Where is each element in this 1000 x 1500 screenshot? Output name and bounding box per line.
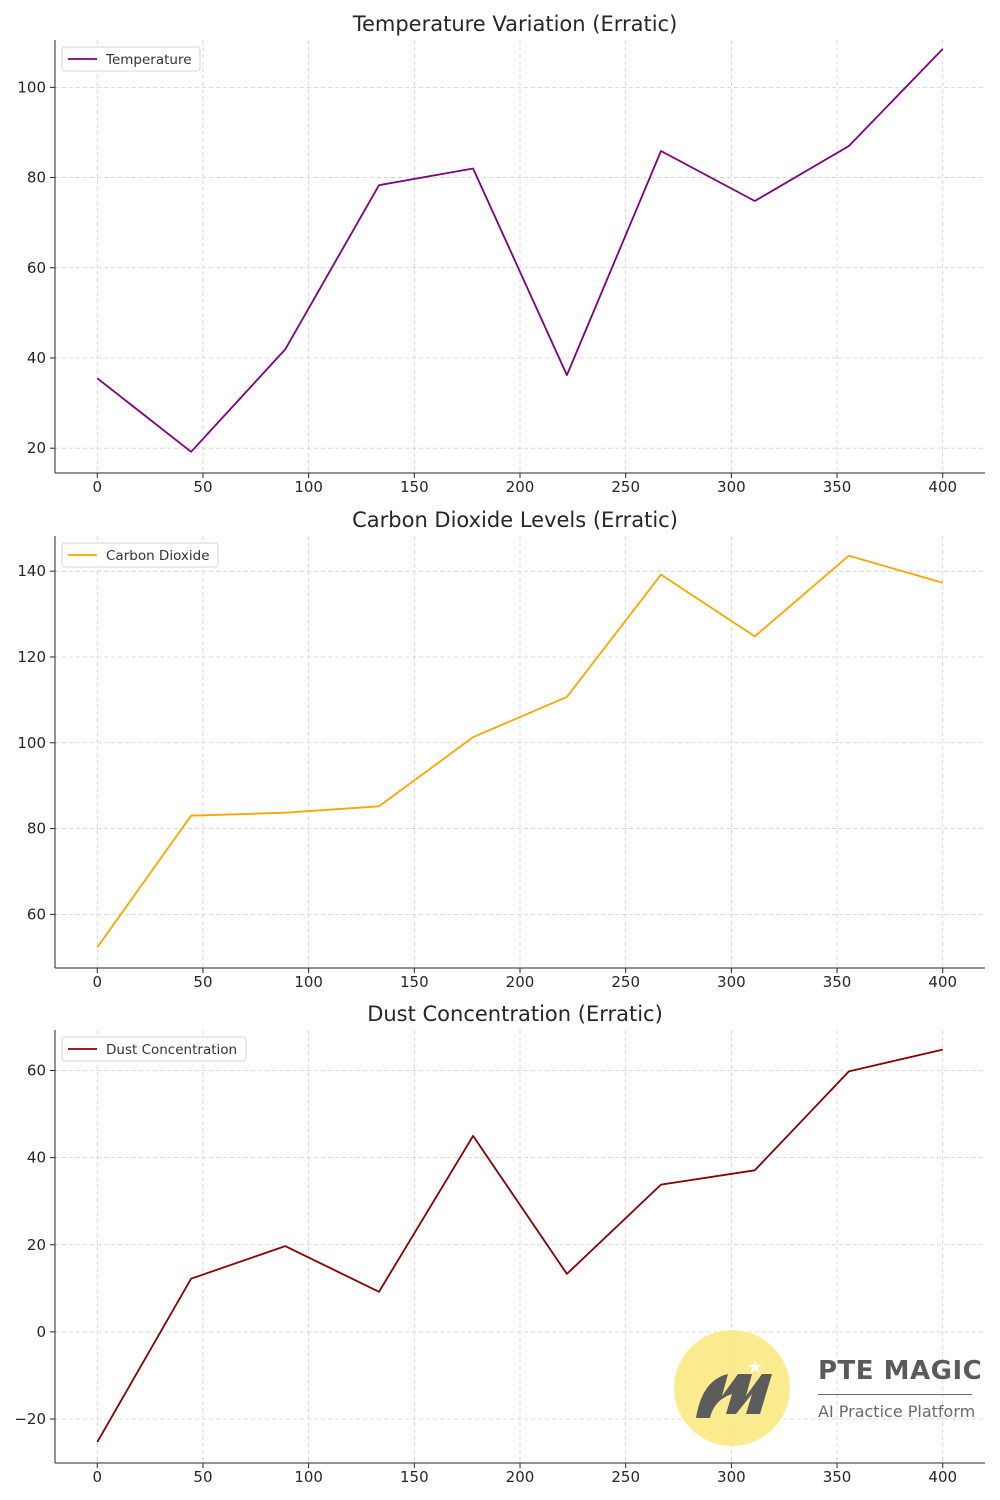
- chart-title: Dust Concentration (Erratic): [367, 1002, 663, 1026]
- x-tick-label: 350: [823, 478, 852, 496]
- y-tick-label: 60: [27, 1062, 46, 1080]
- y-tick-label: 60: [27, 905, 46, 923]
- y-tick-label: −20: [14, 1410, 46, 1428]
- legend-box: [61, 1036, 247, 1062]
- x-tick-label: 200: [506, 973, 535, 991]
- x-tick-label: 0: [92, 1468, 102, 1486]
- x-tick-label: 400: [928, 973, 957, 991]
- series-line-carbon-dioxide: [96, 554, 943, 948]
- legend-label: Temperature: [105, 52, 192, 68]
- y-tick-label: 0: [36, 1323, 46, 1341]
- x-tick-label: 300: [717, 478, 746, 496]
- x-tick-label: 400: [928, 478, 957, 496]
- legend-label: Carbon Dioxide: [106, 548, 210, 564]
- x-tick-label: 100: [294, 973, 323, 991]
- x-tick-label: 150: [400, 973, 429, 991]
- y-tick-label: 100: [17, 78, 46, 96]
- x-tick-label: 250: [611, 478, 640, 496]
- y-tick-label: 80: [27, 169, 46, 187]
- x-tick-label: 200: [506, 478, 535, 496]
- x-tick-label: 50: [193, 973, 212, 991]
- watermark-brand: PTE MAGIC: [818, 1356, 983, 1386]
- legend-box: [61, 46, 201, 72]
- y-tick-label: 20: [27, 1236, 46, 1254]
- chart-panel-1: 0 50 100 150 200 250 300 350 400 20 40 60 80 100 Tempe…: [17, 12, 985, 496]
- x-tick-label: 200: [506, 1468, 535, 1486]
- y-tick-label: 40: [27, 1149, 46, 1167]
- x-tick-label: 250: [611, 1468, 640, 1486]
- x-tick-label: 400: [928, 1468, 957, 1486]
- x-tick-label: 150: [400, 478, 429, 496]
- watermark-tagline: AI Practice Platform: [818, 1402, 976, 1421]
- y-tick-label: 100: [17, 734, 46, 752]
- x-tick-label: 150: [400, 1468, 429, 1486]
- y-tick-label: 40: [27, 349, 46, 367]
- chart-panel-2: 0 50 100 150 200 250 300 350 400 60 80 100 120 140 Car…: [17, 508, 985, 991]
- chart-title: Temperature Variation (Erratic): [352, 12, 678, 36]
- watermark-logo-circle: [674, 1330, 790, 1446]
- y-tick-label: 80: [27, 820, 46, 838]
- x-tick-label: 0: [92, 478, 102, 496]
- chart-panel-3: 0 50 100 150 200 250 300 350 400 −20 0 20 40 60 Dust C…: [14, 1002, 985, 1486]
- y-tick-label: 140: [17, 562, 46, 580]
- y-tick-label: 60: [27, 259, 46, 277]
- legend: Dust Concentration: [61, 1036, 247, 1062]
- x-tick-label: 100: [294, 1468, 323, 1486]
- series-line-dust-concentration: [96, 1048, 943, 1443]
- x-tick-label: 50: [193, 478, 212, 496]
- legend-box: [61, 542, 219, 568]
- legend: Carbon Dioxide: [61, 542, 219, 568]
- x-tick-label: 350: [823, 973, 852, 991]
- watermark-divider: [818, 1394, 972, 1395]
- pte-magic-watermark: PTE MAGIC AI Practice Platform: [672, 1330, 982, 1450]
- y-tick-label: 20: [27, 439, 46, 457]
- x-tick-label: 300: [717, 1468, 746, 1486]
- series-line-temperature: [96, 48, 944, 453]
- x-tick-label: 0: [92, 973, 102, 991]
- x-tick-label: 250: [611, 973, 640, 991]
- legend-label: Dust Concentration: [106, 1042, 237, 1058]
- x-tick-label: 300: [717, 973, 746, 991]
- legend: Temperature: [61, 46, 201, 72]
- pte-magic-m-logo-icon: [696, 1360, 772, 1418]
- chart-title: Carbon Dioxide Levels (Erratic): [352, 508, 678, 532]
- x-tick-label: 350: [823, 1468, 852, 1486]
- x-tick-label: 100: [294, 478, 323, 496]
- y-tick-label: 120: [17, 648, 46, 666]
- x-tick-label: 50: [193, 1468, 212, 1486]
